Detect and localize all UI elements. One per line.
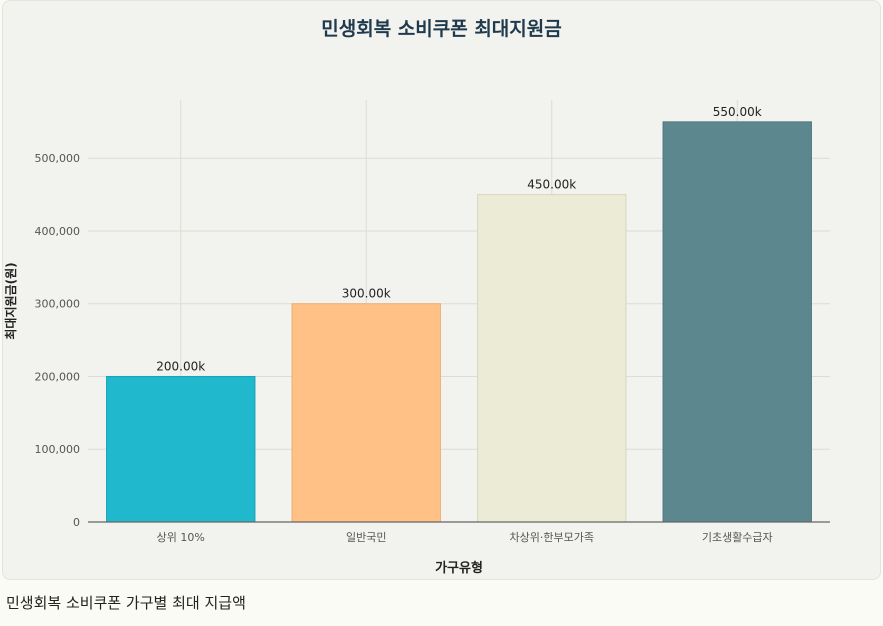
bar <box>477 194 627 523</box>
y-tick-label: 400,000 <box>35 225 81 238</box>
x-tick-label: 상위 10% <box>157 531 205 544</box>
bar <box>106 375 256 523</box>
bar <box>662 121 812 523</box>
chart-caption: 민생회복 소비쿠폰 가구별 최대 지급액 <box>6 594 246 612</box>
bar-data-label: 450.00k <box>527 178 576 192</box>
y-tick-label: 0 <box>73 516 80 529</box>
bar <box>291 303 441 523</box>
chart-title: 민생회복 소비쿠폰 최대지원금 <box>321 18 562 40</box>
x-tick-label: 기초생활수급자 <box>702 530 773 544</box>
y-tick-label: 100,000 <box>35 443 81 456</box>
y-tick-label: 500,000 <box>35 152 81 165</box>
x-tick-label: 차상위·한부모가족 <box>510 531 594 544</box>
y-tick-label: 300,000 <box>35 298 81 311</box>
bar-chart: 200.00k 상위 10% 300.00k 일반국민 450.00k 차상위·한부모가족… <box>3 100 830 576</box>
x-axis-title: 가구유형 <box>435 560 483 576</box>
y-axis-title: 최대지원금(원) <box>3 262 18 339</box>
bar-data-label: 550.00k <box>713 105 762 119</box>
bar-data-label: 300.00k <box>342 287 391 301</box>
x-tick-label: 일반국민 <box>346 530 386 544</box>
bar-data-label: 200.00k <box>156 359 205 373</box>
y-tick-label: 200,000 <box>35 370 81 383</box>
